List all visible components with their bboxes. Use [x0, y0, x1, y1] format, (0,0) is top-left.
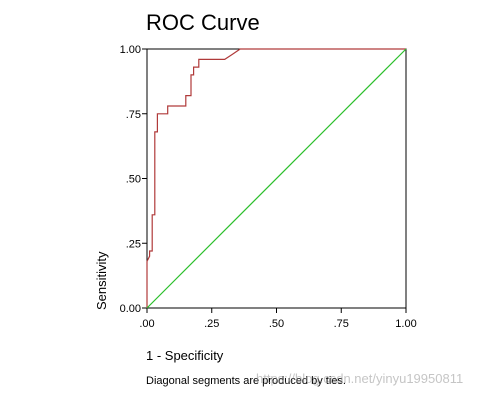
- x-tick-label: .75: [334, 318, 349, 330]
- y-tick-label: .50: [126, 174, 141, 186]
- watermark: https://blog.csdn.net/yinyu19950811: [256, 371, 464, 386]
- y-tick-label: .75: [126, 109, 141, 121]
- y-tick-label: .25: [126, 238, 141, 250]
- x-tick-label: .25: [204, 318, 219, 330]
- footnote: Diagonal segments are produced by ties.: [146, 375, 346, 387]
- x-axis-label: 1 - Specificity: [146, 348, 224, 363]
- x-tick-label: .50: [269, 318, 284, 330]
- y-tick-label: 0.00: [120, 303, 141, 315]
- x-tick-label: .00: [139, 318, 154, 330]
- roc-curve-line: [146, 48, 406, 308]
- x-tick-label: 1.00: [395, 318, 416, 330]
- y-axis-label: Sensitivity: [94, 251, 109, 310]
- y-tick-label: 1.00: [120, 44, 141, 56]
- reference-diagonal-line: [146, 48, 407, 309]
- chart-title: ROC Curve: [146, 10, 260, 35]
